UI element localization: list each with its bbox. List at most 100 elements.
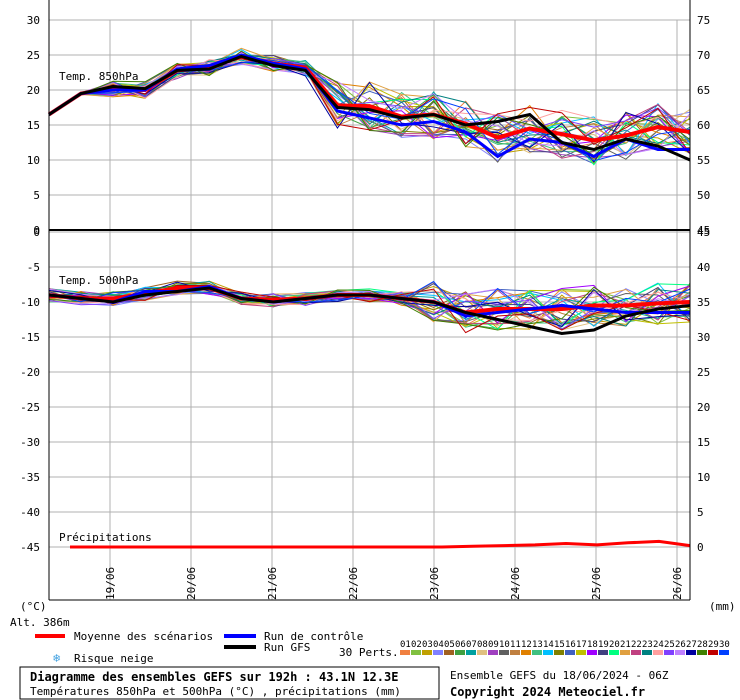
pert-swatch: [642, 650, 652, 655]
pert-number: 25: [664, 640, 675, 650]
ytick-bottom-left: -10: [20, 296, 40, 309]
snowflake-icon: ❄: [53, 651, 60, 665]
main-series: [47, 53, 691, 549]
legend-control-label: Run de contrôle: [264, 630, 363, 643]
ytick-top-right: 60: [697, 119, 710, 132]
pert-swatch: [411, 650, 421, 655]
pert-swatch: [708, 650, 718, 655]
footer-copyright: Copyright 2024 Meteociel.fr: [450, 685, 645, 699]
ytick-top-left: 0: [33, 224, 40, 237]
ytick-bottom-right: 5: [697, 506, 704, 519]
legend-gfs-label: Run GFS: [264, 641, 310, 654]
ytick-bottom-right: 0: [697, 541, 704, 554]
footer-title: Diagramme des ensembles GEFS sur 192h : …: [30, 670, 398, 684]
pert-line-850: [48, 61, 691, 163]
ytick-top-left: 30: [27, 14, 40, 27]
plot-frames: [48, 0, 691, 601]
pert-number: 15: [554, 640, 565, 650]
legend-control-swatch: [224, 634, 256, 638]
legend-mean-swatch: [35, 634, 65, 638]
pert-swatch: [686, 650, 696, 655]
legend-snow-label: Risque neige: [74, 652, 153, 665]
pert-swatch: [620, 650, 630, 655]
precip-mean-line: [70, 539, 691, 549]
pert-number: 07: [466, 640, 477, 650]
pert-number: 17: [576, 640, 587, 650]
series-500-line: [48, 286, 691, 336]
pert-number: 29: [708, 640, 719, 650]
xtick-label: 25/06: [590, 567, 603, 600]
pert-swatch: [532, 650, 542, 655]
pert-swatch: [675, 650, 685, 655]
pert-number: 26: [675, 640, 686, 650]
ytick-bottom-left: -45: [20, 541, 40, 554]
right-unit-label: (mm): [709, 600, 736, 613]
ytick-bottom-right: 10: [697, 471, 710, 484]
pert-swatch: [587, 650, 597, 655]
pert-number: 04: [433, 640, 444, 650]
ytick-top-right: 45: [697, 224, 710, 237]
xtick-label: 23/06: [428, 567, 441, 600]
pert-number: 16: [565, 640, 576, 650]
pert-number: 23: [642, 640, 653, 650]
pert-swatch: [664, 650, 674, 655]
pert-number: 02: [411, 640, 422, 650]
pert-swatch: [609, 650, 619, 655]
pert-line-500: [48, 284, 691, 334]
footer-subtitle: Températures 850hPa et 500hPa (°C) , pré…: [30, 685, 401, 698]
ytick-top-left: 25: [27, 49, 40, 62]
ytick-bottom-left: -40: [20, 506, 40, 519]
ytick-bottom-left: -25: [20, 401, 40, 414]
pert-swatch: [554, 650, 564, 655]
ytick-bottom-right: 40: [697, 261, 710, 274]
pert-number: 11: [510, 640, 521, 650]
pert-swatch: [631, 650, 641, 655]
ytick-top-right: 65: [697, 84, 710, 97]
legend-gfs-swatch: [224, 645, 256, 649]
pert-swatch: [576, 650, 586, 655]
pert-line-850: [48, 54, 691, 165]
left-unit-label: (°C): [20, 600, 47, 613]
ytick-top-left-zero: 0: [33, 226, 40, 239]
pert-number: 22: [631, 640, 642, 650]
pert-number: 03: [422, 640, 433, 650]
pert-number: 28: [697, 640, 708, 650]
ytick-bottom-left: -5: [27, 261, 40, 274]
ytick-bottom-left: -20: [20, 366, 40, 379]
ytick-top-right: 55: [697, 154, 710, 167]
pert-number: 20: [609, 640, 620, 650]
pert-line-850: [48, 55, 691, 153]
xtick-label: 24/06: [509, 567, 522, 600]
xtick-label: 21/06: [266, 567, 279, 600]
footer-run: Ensemble GEFS du 18/06/2024 - 06Z: [450, 669, 669, 682]
ytick-bottom-right: 35: [697, 296, 710, 309]
pert-number: 10: [499, 640, 510, 650]
ytick-bottom-right: 15: [697, 436, 710, 449]
axis-ticks: 0 45 5 50 10 55 15 60 20 65 25 70 30 75 -45 0 -40 5 -35 10 -…: [20, 14, 710, 600]
pert-number: 24: [653, 640, 664, 650]
pert-swatch: [565, 650, 575, 655]
pert-swatch: [543, 650, 553, 655]
pert-swatch: [422, 650, 432, 655]
ytick-top-left: 15: [27, 119, 40, 132]
ytick-bottom-right-top: 45: [697, 226, 710, 239]
pert-swatch: [697, 650, 707, 655]
pert-swatch: [455, 650, 465, 655]
pert-line-500: [48, 284, 691, 331]
pert-number: 21: [620, 640, 631, 650]
pert-number: 06: [455, 640, 466, 650]
precip-title: Précipitations: [59, 531, 152, 544]
pert-swatch: [719, 650, 729, 655]
ytick-top-right: 70: [697, 49, 710, 62]
legend-mean-label: Moyenne des scénarios: [74, 630, 213, 643]
footer-box: [19, 666, 440, 700]
ytick-bottom-left: -35: [20, 471, 40, 484]
pert-swatch: [510, 650, 520, 655]
bottom-panel-title: Temp. 500hPa: [59, 274, 138, 287]
ytick-bottom-right: 25: [697, 366, 710, 379]
pert-number: 08: [477, 640, 488, 650]
pert-swatch: [466, 650, 476, 655]
pert-line-500: [48, 284, 691, 327]
